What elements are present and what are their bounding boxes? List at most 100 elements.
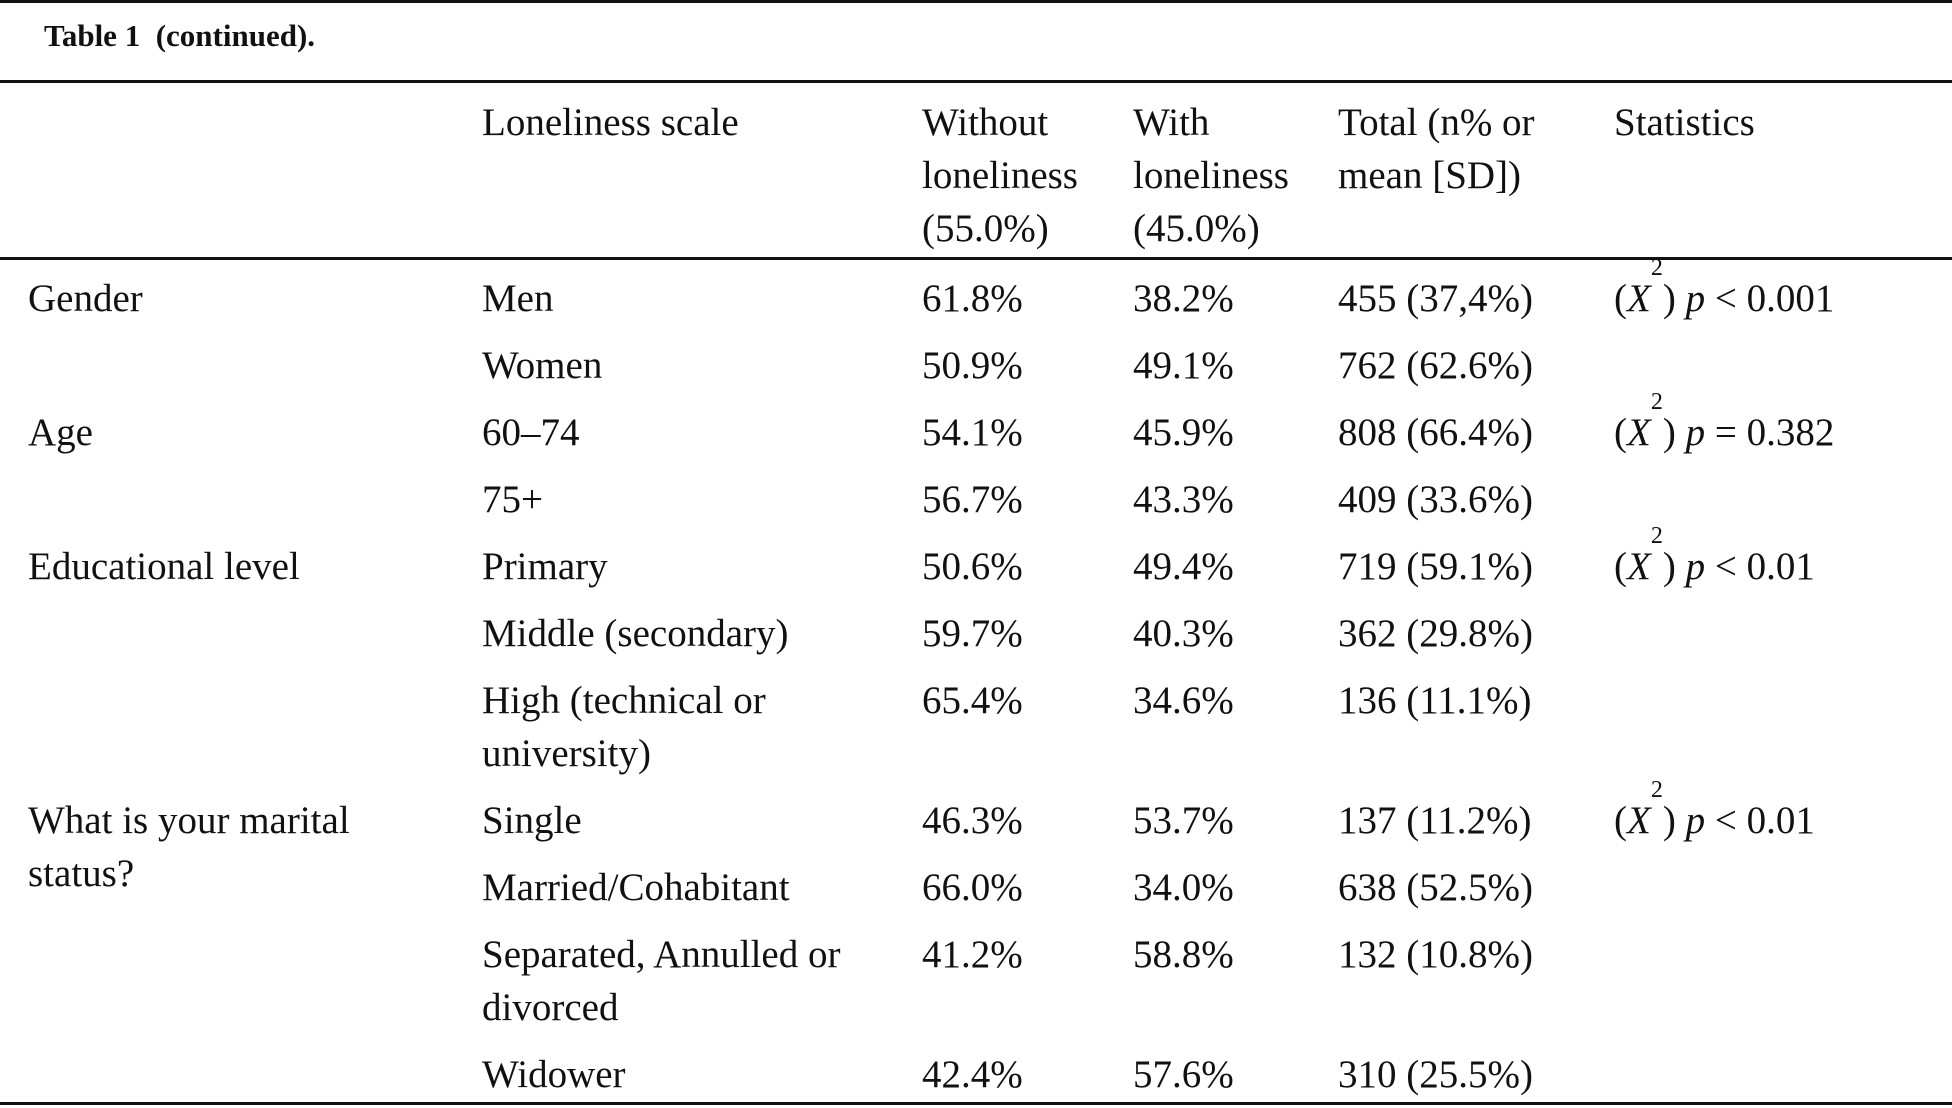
with-loneliness-cell: 49.4%: [1133, 545, 1234, 588]
cell-line: Age: [28, 411, 93, 454]
level-cell: Middle (secondary): [482, 607, 788, 660]
without-loneliness-cell: 61.8%: [922, 277, 1023, 320]
without-loneliness-cell: 54.1%: [922, 411, 1023, 454]
p-symbol: p: [1685, 411, 1706, 454]
chi-exponent: 2: [1650, 255, 1663, 281]
level-cell: Primary: [482, 540, 608, 593]
header-line: loneliness: [922, 154, 1078, 197]
header-without-loneliness: Without loneliness (55.0%): [922, 96, 1078, 255]
with-loneliness-cell: 34.6%: [1133, 679, 1234, 722]
with-loneliness-cell: 45.9%: [1133, 411, 1234, 454]
statistics-cell: (X2) p < 0.01: [1614, 523, 1815, 588]
cell-line: 75+: [482, 478, 543, 521]
chi-symbol: X: [1627, 545, 1651, 588]
variable-cell: Gender: [28, 272, 143, 325]
level-cell: Married/Cohabitant: [482, 861, 790, 914]
p-symbol: p: [1685, 277, 1706, 320]
without-loneliness-cell: 65.4%: [922, 679, 1023, 722]
total-cell: 719 (59.1%): [1338, 545, 1533, 588]
variable-cell: Age: [28, 406, 93, 459]
with-loneliness-cell: 43.3%: [1133, 478, 1234, 521]
p-value: < 0.01: [1705, 799, 1815, 842]
p-value: < 0.01: [1705, 545, 1815, 588]
level-cell: Women: [482, 339, 602, 392]
chi-symbol: X: [1627, 799, 1651, 842]
cell-line: Widower: [482, 1053, 626, 1096]
total-cell: 455 (37,4%): [1338, 277, 1533, 320]
chi-exponent: 2: [1650, 523, 1663, 549]
level-cell: Separated, Annulled or divorced: [482, 928, 840, 1034]
p-symbol: p: [1685, 545, 1706, 588]
header-line: loneliness: [1133, 154, 1289, 197]
without-loneliness-cell: 50.6%: [922, 545, 1023, 588]
with-loneliness-cell: 57.6%: [1133, 1053, 1234, 1096]
without-loneliness-cell: 59.7%: [922, 612, 1023, 655]
level-cell: Men: [482, 272, 554, 325]
header-line: mean [SD]): [1338, 154, 1522, 197]
cell-line: High (technical or: [482, 679, 766, 722]
table-caption-suffix: (continued).: [155, 18, 316, 53]
cell-line: What is your marital: [28, 799, 350, 842]
level-cell: 75+: [482, 473, 543, 526]
header-line: Total (n% or: [1338, 101, 1535, 144]
total-cell: 362 (29.8%): [1338, 612, 1533, 655]
chi-symbol: X: [1627, 277, 1651, 320]
header-line: Without: [922, 101, 1049, 144]
statistics-cell: (X2) p = 0.382: [1614, 389, 1835, 454]
header-line: (55.0%): [922, 207, 1049, 250]
top-rule: [0, 0, 1952, 3]
with-loneliness-cell: 40.3%: [1133, 612, 1234, 655]
with-loneliness-cell: 53.7%: [1133, 799, 1234, 842]
header-rule: [0, 257, 1952, 260]
chi-exponent: 2: [1650, 777, 1663, 803]
total-cell: 137 (11.2%): [1338, 799, 1532, 842]
variable-cell: What is your marital status?: [28, 794, 350, 900]
header-line: Loneliness scale: [482, 101, 739, 144]
header-line: With: [1133, 101, 1210, 144]
total-cell: 808 (66.4%): [1338, 411, 1533, 454]
cell-line: Primary: [482, 545, 608, 588]
cell-line: Married/Cohabitant: [482, 866, 790, 909]
with-loneliness-cell: 58.8%: [1133, 933, 1234, 976]
cell-line: university): [482, 732, 651, 775]
header-line: Statistics: [1614, 101, 1755, 144]
cell-line: Separated, Annulled or: [482, 933, 841, 976]
cell-line: Middle (secondary): [482, 612, 789, 655]
p-value: = 0.382: [1705, 411, 1835, 454]
with-loneliness-cell: 34.0%: [1133, 866, 1234, 909]
total-cell: 638 (52.5%): [1338, 866, 1533, 909]
with-loneliness-cell: 38.2%: [1133, 277, 1234, 320]
cell-line: divorced: [482, 986, 619, 1029]
p-symbol: p: [1685, 799, 1706, 842]
without-loneliness-cell: 42.4%: [922, 1053, 1023, 1096]
total-cell: 132 (10.8%): [1338, 933, 1533, 976]
total-cell: 762 (62.6%): [1338, 344, 1533, 387]
without-loneliness-cell: 66.0%: [922, 866, 1023, 909]
total-cell: 136 (11.1%): [1338, 679, 1532, 722]
chi-symbol: X: [1627, 411, 1651, 454]
header-statistics: Statistics: [1614, 96, 1755, 149]
caption-rule: [0, 80, 1952, 83]
statistics-cell: (X2) p < 0.01: [1614, 777, 1815, 842]
header-with-loneliness: With loneliness (45.0%): [1133, 96, 1289, 255]
p-value: < 0.001: [1705, 277, 1835, 320]
header-line: (45.0%): [1133, 207, 1260, 250]
chi-exponent: 2: [1650, 389, 1663, 415]
cell-line: Gender: [28, 277, 143, 320]
table-caption-label: Table 1: [44, 18, 141, 53]
without-loneliness-cell: 46.3%: [922, 799, 1023, 842]
cell-line: 60–74: [482, 411, 580, 454]
variable-cell: Educational level: [28, 540, 300, 593]
level-cell: High (technical or university): [482, 674, 766, 780]
without-loneliness-cell: 41.2%: [922, 933, 1023, 976]
header-total: Total (n% or mean [SD]): [1338, 96, 1535, 202]
level-cell: Widower: [482, 1048, 626, 1101]
cell-line: Women: [482, 344, 603, 387]
bottom-rule: [0, 1102, 1952, 1105]
cell-line: Men: [482, 277, 554, 320]
with-loneliness-cell: 49.1%: [1133, 344, 1234, 387]
statistics-cell: (X2) p < 0.001: [1614, 255, 1835, 320]
without-loneliness-cell: 50.9%: [922, 344, 1023, 387]
cell-line: status?: [28, 852, 135, 895]
total-cell: 409 (33.6%): [1338, 478, 1533, 521]
